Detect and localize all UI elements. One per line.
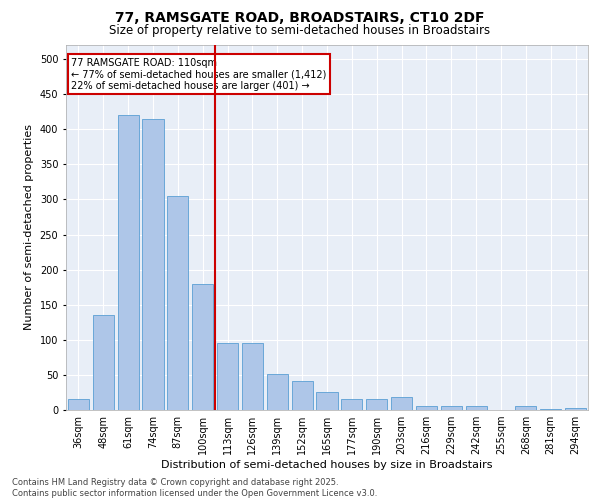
- Bar: [565, 408, 586, 410]
- Bar: [167, 196, 188, 410]
- Bar: [540, 408, 561, 410]
- Text: Contains HM Land Registry data © Crown copyright and database right 2025.
Contai: Contains HM Land Registry data © Crown c…: [12, 478, 377, 498]
- Bar: [391, 398, 412, 410]
- Bar: [93, 315, 114, 410]
- Bar: [316, 392, 338, 410]
- Text: Size of property relative to semi-detached houses in Broadstairs: Size of property relative to semi-detach…: [109, 24, 491, 37]
- Bar: [441, 406, 462, 410]
- Bar: [515, 406, 536, 410]
- Bar: [292, 380, 313, 410]
- Bar: [118, 115, 139, 410]
- Bar: [217, 344, 238, 410]
- Bar: [68, 400, 89, 410]
- Bar: [192, 284, 213, 410]
- Bar: [242, 344, 263, 410]
- Bar: [466, 406, 487, 410]
- Bar: [366, 400, 387, 410]
- X-axis label: Distribution of semi-detached houses by size in Broadstairs: Distribution of semi-detached houses by …: [161, 460, 493, 470]
- Y-axis label: Number of semi-detached properties: Number of semi-detached properties: [24, 124, 34, 330]
- Bar: [341, 400, 362, 410]
- Bar: [267, 374, 288, 410]
- Bar: [142, 118, 164, 410]
- Text: 77, RAMSGATE ROAD, BROADSTAIRS, CT10 2DF: 77, RAMSGATE ROAD, BROADSTAIRS, CT10 2DF: [115, 12, 485, 26]
- Bar: [416, 406, 437, 410]
- Text: 77 RAMSGATE ROAD: 110sqm
← 77% of semi-detached houses are smaller (1,412)
22% o: 77 RAMSGATE ROAD: 110sqm ← 77% of semi-d…: [71, 58, 326, 91]
